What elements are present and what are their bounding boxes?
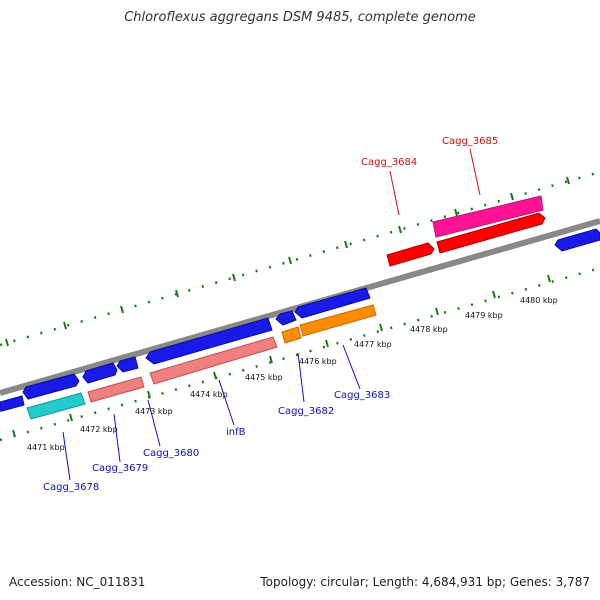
- label-cagg-3682[interactable]: Cagg_3682: [278, 406, 334, 417]
- inner-major-ticks: [12, 274, 551, 438]
- gene-arrow: [116, 356, 139, 373]
- outer-major-ticks: [5, 176, 570, 347]
- gene-red-arrow: [436, 212, 546, 254]
- gene-cagg-3679-box: [87, 376, 145, 403]
- minus-strand-genes: [26, 195, 546, 420]
- gene-cagg-3685-box: [432, 195, 544, 238]
- plus-strand-genes: [0, 228, 600, 412]
- scale-label-4477: 4477 kbp: [354, 340, 392, 349]
- scale-label-4479: 4479 kbp: [465, 311, 503, 320]
- gene-arrow: [145, 317, 273, 365]
- gene-cagg-3684-box: [386, 242, 435, 267]
- scale-label-4472: 4472 kbp: [80, 425, 118, 434]
- gene-cagg-3683-box: [299, 304, 377, 337]
- label-cagg-3678[interactable]: Cagg_3678: [43, 482, 99, 493]
- scale-label-4480: 4480 kbp: [520, 296, 558, 305]
- gene-arrow: [275, 310, 297, 326]
- outer-tick-track: [0, 170, 600, 347]
- accession-text: Accession: NC_011831: [9, 575, 146, 589]
- gene-arrow: [0, 395, 25, 412]
- label-infB[interactable]: infB: [226, 427, 246, 438]
- label-cagg-3685[interactable]: Cagg_3685: [442, 136, 498, 147]
- gene-arrow: [554, 228, 600, 252]
- scale-label-4478: 4478 kbp: [410, 325, 448, 334]
- gene-cagg-3678-box: [26, 392, 86, 420]
- scale-label-4471: 4471 kbp: [27, 443, 65, 452]
- label-cagg-3684[interactable]: Cagg_3684: [361, 157, 417, 168]
- gene-arrow: [294, 287, 371, 319]
- gene-cagg-3682-box: [281, 326, 302, 344]
- scale-label-4476: 4476 kbp: [299, 357, 337, 366]
- map-title: Chloroflexus aggregans DSM 9485, complet…: [124, 10, 476, 25]
- label-cagg-3680[interactable]: Cagg_3680: [143, 448, 199, 459]
- label-cagg-3679[interactable]: Cagg_3679: [92, 463, 148, 474]
- gene-arrow: [82, 362, 118, 384]
- scale-label-4475: 4475 kbp: [245, 373, 283, 382]
- gene-arrow: [22, 373, 80, 400]
- scale-label-4473: 4473 kbp: [135, 407, 173, 416]
- genome-summary-text: Topology: circular; Length: 4,684,931 bp…: [260, 575, 590, 589]
- label-leaders: [62, 148, 481, 481]
- gene-cagg-3680-box: [149, 336, 278, 385]
- label-cagg-3683[interactable]: Cagg_3683: [334, 390, 390, 401]
- scale-label-4474: 4474 kbp: [190, 390, 228, 399]
